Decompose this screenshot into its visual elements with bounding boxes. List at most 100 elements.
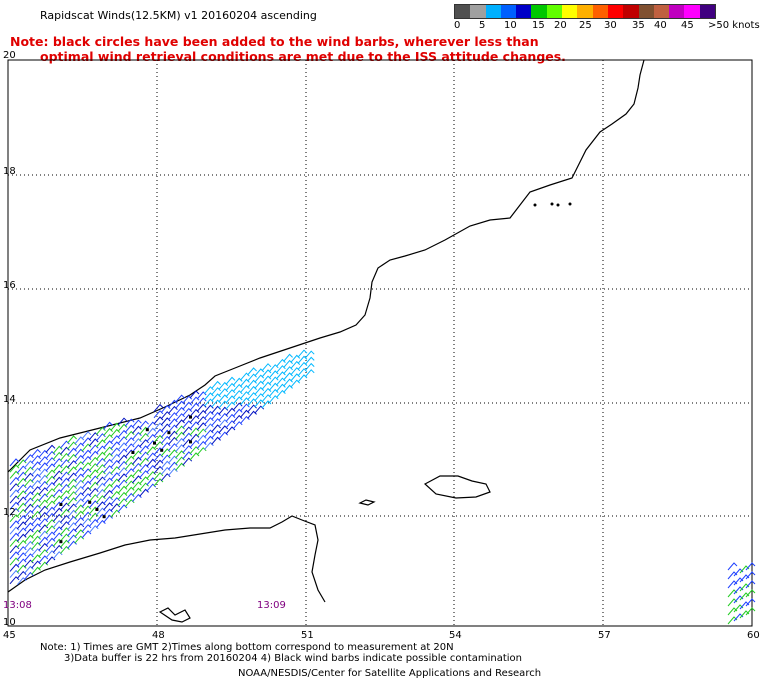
wind-barb [733, 568, 744, 577]
island-dot [533, 203, 537, 207]
wind-barb [276, 358, 286, 367]
wind-barb [24, 516, 34, 525]
wind-barb [103, 496, 113, 505]
wind-barb [276, 371, 286, 380]
wind-barb [254, 393, 265, 402]
wind-barb [31, 517, 41, 526]
wind-barb [132, 462, 142, 471]
wind-barb [247, 398, 257, 407]
scale-swatch [562, 5, 578, 18]
arabian-coast [7, 59, 645, 473]
wind-barb [88, 525, 99, 534]
wind-barb [739, 583, 750, 592]
wind-barb [16, 508, 27, 517]
wind-barb [60, 483, 70, 492]
wind-barb [132, 444, 142, 453]
wind-barb [175, 431, 185, 440]
wind-barb [247, 410, 257, 419]
wind-barb [110, 428, 121, 437]
wind-barb [74, 492, 85, 501]
wind-barb [276, 365, 286, 374]
wind-barb [124, 418, 135, 427]
wind-barb [153, 453, 164, 462]
lon-label: 48 [152, 630, 165, 641]
wind-barb [38, 524, 49, 533]
wind-barb [45, 506, 56, 515]
wind-barb [139, 451, 149, 460]
wind-barb [67, 509, 77, 518]
wind-barb [24, 460, 34, 469]
wind-barb [182, 451, 193, 460]
wind-barb [9, 495, 20, 504]
wind-barb [103, 514, 113, 523]
footer-note-line2: 3)Data buffer is 22 hrs from 20160204 4)… [64, 653, 522, 664]
wind-barb [52, 520, 63, 529]
wind-barb [189, 396, 200, 405]
wind-barb [60, 446, 70, 455]
wind-barb [160, 473, 171, 482]
wind-barb [52, 464, 63, 473]
wind-barb [117, 498, 128, 507]
wind-barbs-swath-east [727, 562, 756, 625]
wind-barb [196, 391, 207, 400]
wind-barb [67, 503, 77, 512]
wind-barb [196, 428, 207, 437]
wind-barb [160, 423, 171, 432]
wind-barb [24, 491, 34, 500]
wind-barb [182, 407, 193, 416]
wind-barb [132, 469, 142, 478]
wind-barb [168, 455, 178, 464]
wind-barb [16, 484, 27, 493]
wind-barb [196, 447, 207, 456]
wind-barb [204, 392, 214, 401]
wind-barb [81, 486, 92, 495]
wind-barb [16, 546, 27, 555]
wind-barb [45, 450, 56, 459]
wind-barb [132, 475, 142, 484]
wind-barb [268, 395, 279, 404]
wind-barb [9, 576, 20, 585]
wind-barb [182, 395, 193, 404]
wind-barb [196, 403, 207, 412]
wind-barb [247, 404, 257, 413]
wind-barb [304, 356, 315, 365]
wind-barb [74, 535, 85, 544]
wind-barb [146, 446, 157, 455]
wind-barb [110, 478, 121, 487]
wind-barb [204, 386, 214, 395]
wind-barb [232, 390, 243, 399]
wind-barb [31, 473, 41, 482]
wind-barb [182, 420, 193, 429]
wind-barb [45, 519, 56, 528]
wind-barb [168, 405, 178, 414]
wind-barb [81, 517, 92, 526]
wind-barb [225, 395, 236, 404]
wind-barb [254, 374, 265, 383]
wind-barb [16, 570, 27, 579]
wind-barb [60, 440, 70, 449]
wind-barb [60, 490, 70, 499]
wind-barb [727, 598, 738, 607]
wind-barb [24, 454, 34, 463]
wind-barb [74, 529, 85, 538]
wind-barb [31, 554, 41, 563]
wind-barb [211, 430, 221, 439]
wind-barb [88, 500, 99, 509]
wind-barb [38, 555, 49, 564]
wind-barb [175, 413, 185, 422]
wind-barb [290, 354, 301, 363]
wind-barb [31, 535, 41, 544]
wind-barb [153, 416, 164, 425]
scale-swatch [470, 5, 486, 18]
wind-barb [211, 399, 221, 408]
wind-barb [52, 513, 63, 522]
wind-barb [117, 436, 128, 445]
wind-barb [268, 370, 279, 379]
wind-barb [81, 505, 92, 514]
wind-barb [160, 435, 171, 444]
map-title: Rapidscat Winds(12.5KM) v1 20160204 asce… [40, 9, 317, 22]
wind-barb [38, 561, 49, 570]
wind-barb [52, 445, 63, 454]
wind-barb [268, 382, 279, 391]
scale-swatch [516, 5, 532, 18]
